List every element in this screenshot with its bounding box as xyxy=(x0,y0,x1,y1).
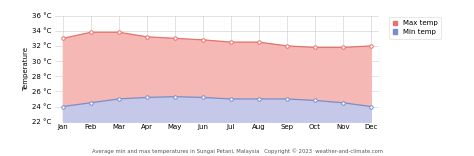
Text: Average min and max temperatures in Sungai Petani, Malaysia   Copyright © 2023  : Average min and max temperatures in Sung… xyxy=(91,149,383,154)
Legend: Max temp, Min temp: Max temp, Min temp xyxy=(389,17,441,39)
Y-axis label: Temperature: Temperature xyxy=(23,47,29,91)
